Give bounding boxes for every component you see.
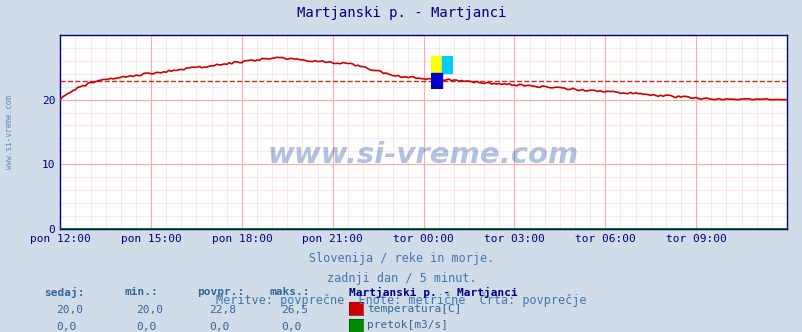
Text: zadnji dan / 5 minut.: zadnji dan / 5 minut. [326,272,476,285]
Text: 0,0: 0,0 [136,322,156,332]
Text: 20,0: 20,0 [136,305,164,315]
Text: 20,0: 20,0 [56,305,83,315]
Text: Martjanski p. - Martjanci: Martjanski p. - Martjanci [297,6,505,20]
Text: www.si-vreme.com: www.si-vreme.com [5,95,14,169]
Text: povpr.:: povpr.: [196,287,244,297]
Bar [431,56,442,73]
Text: min.:: min.: [124,287,158,297]
Text: Martjanski p. - Martjanci: Martjanski p. - Martjanci [349,287,517,298]
Text: 22,8: 22,8 [209,305,236,315]
Text: Meritve: povprečne  Enote: metrične  Črta: povprečje: Meritve: povprečne Enote: metrične Črta:… [216,292,586,307]
Text: temperatura[C]: temperatura[C] [367,304,461,314]
Text: maks.:: maks.: [269,287,309,297]
Text: sedaj:: sedaj: [44,287,84,298]
Text: 26,5: 26,5 [281,305,308,315]
Bar [431,73,442,89]
Text: 0,0: 0,0 [209,322,229,332]
Text: Slovenija / reke in morje.: Slovenija / reke in morje. [309,252,493,265]
Text: pretok[m3/s]: pretok[m3/s] [367,320,448,330]
Bar [442,56,453,73]
Text: 0,0: 0,0 [281,322,301,332]
Text: 0,0: 0,0 [56,322,76,332]
Text: www.si-vreme.com: www.si-vreme.com [268,141,578,169]
